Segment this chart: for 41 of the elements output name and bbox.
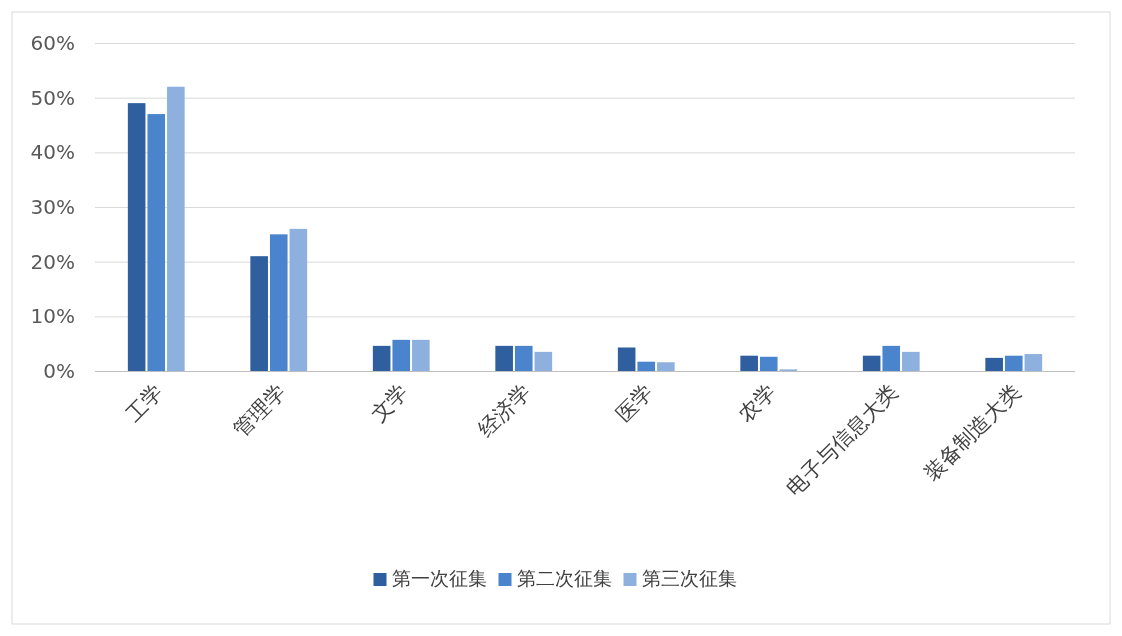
bar	[759, 356, 778, 371]
bar	[127, 103, 146, 371]
bar	[412, 339, 430, 371]
y-tick-label: 50%	[30, 85, 75, 110]
legend-label: 第三次征集	[641, 567, 737, 589]
bar	[985, 357, 1003, 371]
y-tick-label: 20%	[30, 249, 75, 274]
x-tick-label: 装备制造大类	[919, 379, 1026, 486]
bar	[862, 355, 881, 371]
x-tick-label: 管理学	[228, 379, 291, 442]
x-tick-label: 医学	[611, 379, 658, 427]
legend-label: 第一次征集	[391, 567, 487, 589]
bar	[167, 86, 185, 371]
x-tick-label: 经济学	[473, 379, 536, 442]
bar	[637, 361, 656, 371]
bar	[269, 234, 288, 371]
bar	[534, 351, 553, 371]
x-tick-label: 电子与信息大类	[781, 379, 903, 501]
bar	[882, 345, 901, 371]
bar	[1004, 355, 1023, 371]
bar	[495, 345, 513, 371]
bar	[657, 362, 675, 371]
y-tick-label: 30%	[30, 195, 75, 219]
legend-label: 第二次征集	[516, 567, 612, 589]
x-tick-label: 工学	[121, 379, 168, 427]
bar	[147, 114, 166, 371]
x-tick-label: 农学	[733, 379, 781, 427]
bar	[372, 345, 391, 371]
bar	[902, 351, 920, 371]
bar	[1024, 354, 1043, 371]
y-tick-label: 0%	[43, 359, 75, 383]
bar	[392, 339, 411, 371]
bar	[289, 228, 308, 371]
x-tick-label: 文学	[366, 379, 413, 427]
y-tick-label: 40%	[30, 140, 75, 165]
bar	[617, 347, 636, 371]
y-tick-label: 60%	[30, 31, 75, 55]
bar	[250, 256, 268, 371]
bar	[514, 345, 533, 371]
bar	[740, 355, 758, 371]
y-tick-label: 10%	[30, 304, 75, 329]
